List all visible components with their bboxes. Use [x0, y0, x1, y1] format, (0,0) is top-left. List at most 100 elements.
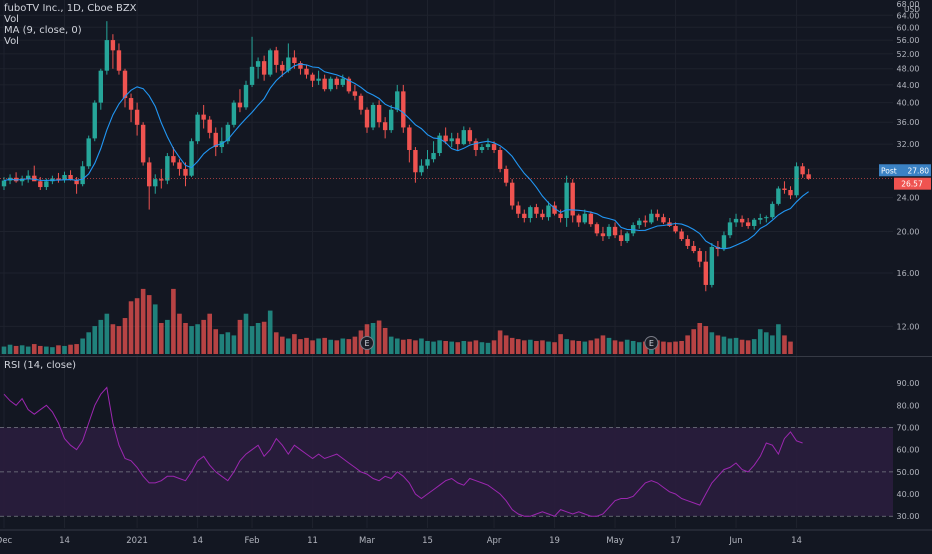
candle-body: [745, 222, 751, 226]
candle-body: [104, 40, 110, 71]
candle-body: [528, 207, 533, 219]
price-tick-label: 52.00: [897, 50, 920, 59]
volume-bar: [370, 323, 376, 354]
last-price-badge-label: 26.57: [901, 180, 923, 189]
candle-body: [473, 141, 479, 151]
time-tick-label: Mar: [359, 536, 376, 546]
volume-bar: [19, 345, 25, 354]
time-tick-label: Apr: [487, 536, 502, 546]
volume-bar: [552, 342, 557, 354]
earnings-marker-label: E: [649, 339, 654, 348]
candle-body: [703, 261, 708, 285]
volume-bar: [588, 340, 594, 354]
candle-body: [794, 166, 799, 196]
candle-body: [140, 124, 146, 163]
volume-bar: [776, 324, 781, 354]
legend-vol-2[interactable]: Vol: [4, 36, 19, 47]
volume-bar: [304, 337, 309, 354]
candle-body: [364, 109, 370, 128]
volume-bar: [165, 319, 170, 354]
rsi-tick-label: 30.00: [897, 512, 920, 521]
volume-bar: [286, 338, 291, 354]
candle-body: [739, 218, 745, 223]
volume-bar: [491, 340, 497, 354]
volume-bar: [473, 340, 479, 354]
volume-bar: [443, 340, 448, 354]
post-badge: [879, 164, 931, 177]
candle-body: [376, 104, 382, 123]
volume-bar: [25, 346, 31, 354]
candle-body: [655, 213, 660, 218]
volume-bar: [80, 338, 85, 354]
time-tick-label: Jun: [728, 536, 742, 546]
legend-vol[interactable]: Vol: [4, 14, 19, 25]
candle-body: [522, 213, 527, 219]
price-tick-label: 68.00: [897, 0, 920, 9]
volume-bar: [62, 345, 67, 354]
price-tick-label: 64.00: [897, 11, 920, 20]
volume-bar: [509, 337, 515, 354]
candle-body: [292, 57, 297, 64]
rsi-legend: RSI (14, close): [4, 360, 76, 371]
legend-ma[interactable]: MA (9, close, 0): [4, 25, 82, 36]
volume-bar: [7, 344, 13, 354]
price-tick-label: 56.00: [897, 36, 920, 45]
candle-body: [758, 218, 763, 220]
candle-body: [62, 174, 67, 180]
volume-bar: [146, 295, 152, 354]
candle-body: [56, 178, 61, 180]
volume-bar: [98, 319, 104, 354]
candle-body: [606, 226, 612, 237]
volume-bar: [231, 335, 237, 354]
time-tick-label: Feb: [245, 536, 260, 546]
volume-bar: [534, 340, 539, 354]
symbol-title[interactable]: fuboTV Inc., 1D, Cboe BZX: [4, 3, 137, 14]
candle-body: [189, 141, 194, 176]
candle-body: [764, 217, 769, 219]
volume-bar: [255, 323, 261, 354]
rsi-axis[interactable]: 90.00 80.00 70.00 60.00 50.00 40.00 30.00: [897, 379, 920, 521]
candle-body: [485, 144, 491, 148]
price-tick-label: 24.00: [897, 194, 920, 203]
candle-body: [733, 218, 739, 223]
volume-bar: [558, 334, 563, 354]
candle-body: [443, 135, 448, 142]
time-axis[interactable]: Dec 14 2021 14 Feb 11 Mar 15 Apr 19 May 17 Jun 14: [0, 529, 932, 546]
volume-bar: [225, 332, 231, 354]
candle-body: [431, 153, 436, 160]
rsi-tick-label: 80.00: [897, 401, 920, 410]
volume-bar: [751, 339, 757, 354]
volume-bar: [745, 340, 751, 354]
candle-body: [455, 138, 460, 145]
candle-body: [159, 179, 164, 181]
candle-body: [304, 68, 309, 75]
volume-bar: [770, 335, 775, 354]
candle-body: [26, 175, 31, 179]
candle-body: [419, 165, 424, 173]
price-tick-label: 48.00: [897, 65, 920, 74]
volume-bar: [352, 336, 358, 354]
candlestick-series[interactable]: [1, 21, 811, 292]
volume-bar: [691, 329, 696, 354]
volume-bar: [171, 288, 176, 354]
volume-bar: [50, 347, 55, 354]
volume-bar: [679, 340, 684, 354]
candle-body: [685, 239, 690, 246]
volume-bar: [394, 338, 400, 354]
price-tick-label: 32.00: [897, 140, 920, 149]
candle-body: [352, 91, 358, 96]
price-axis[interactable]: 68.00 64.00 60.00 56.00 52.00 48.00 44.00 40.00…: [897, 0, 920, 331]
volume-bar: [86, 332, 91, 354]
candle-body: [395, 91, 400, 110]
volume-bar: [219, 334, 225, 354]
volume-bar: [195, 324, 200, 354]
candle-body: [225, 124, 231, 142]
rsi-title[interactable]: RSI (14, close): [4, 360, 77, 371]
rsi-tick-label: 70.00: [897, 423, 920, 432]
rsi-tick-label: 40.00: [897, 490, 920, 499]
time-tick-label: 2021: [126, 536, 148, 546]
candle-body: [261, 61, 267, 75]
